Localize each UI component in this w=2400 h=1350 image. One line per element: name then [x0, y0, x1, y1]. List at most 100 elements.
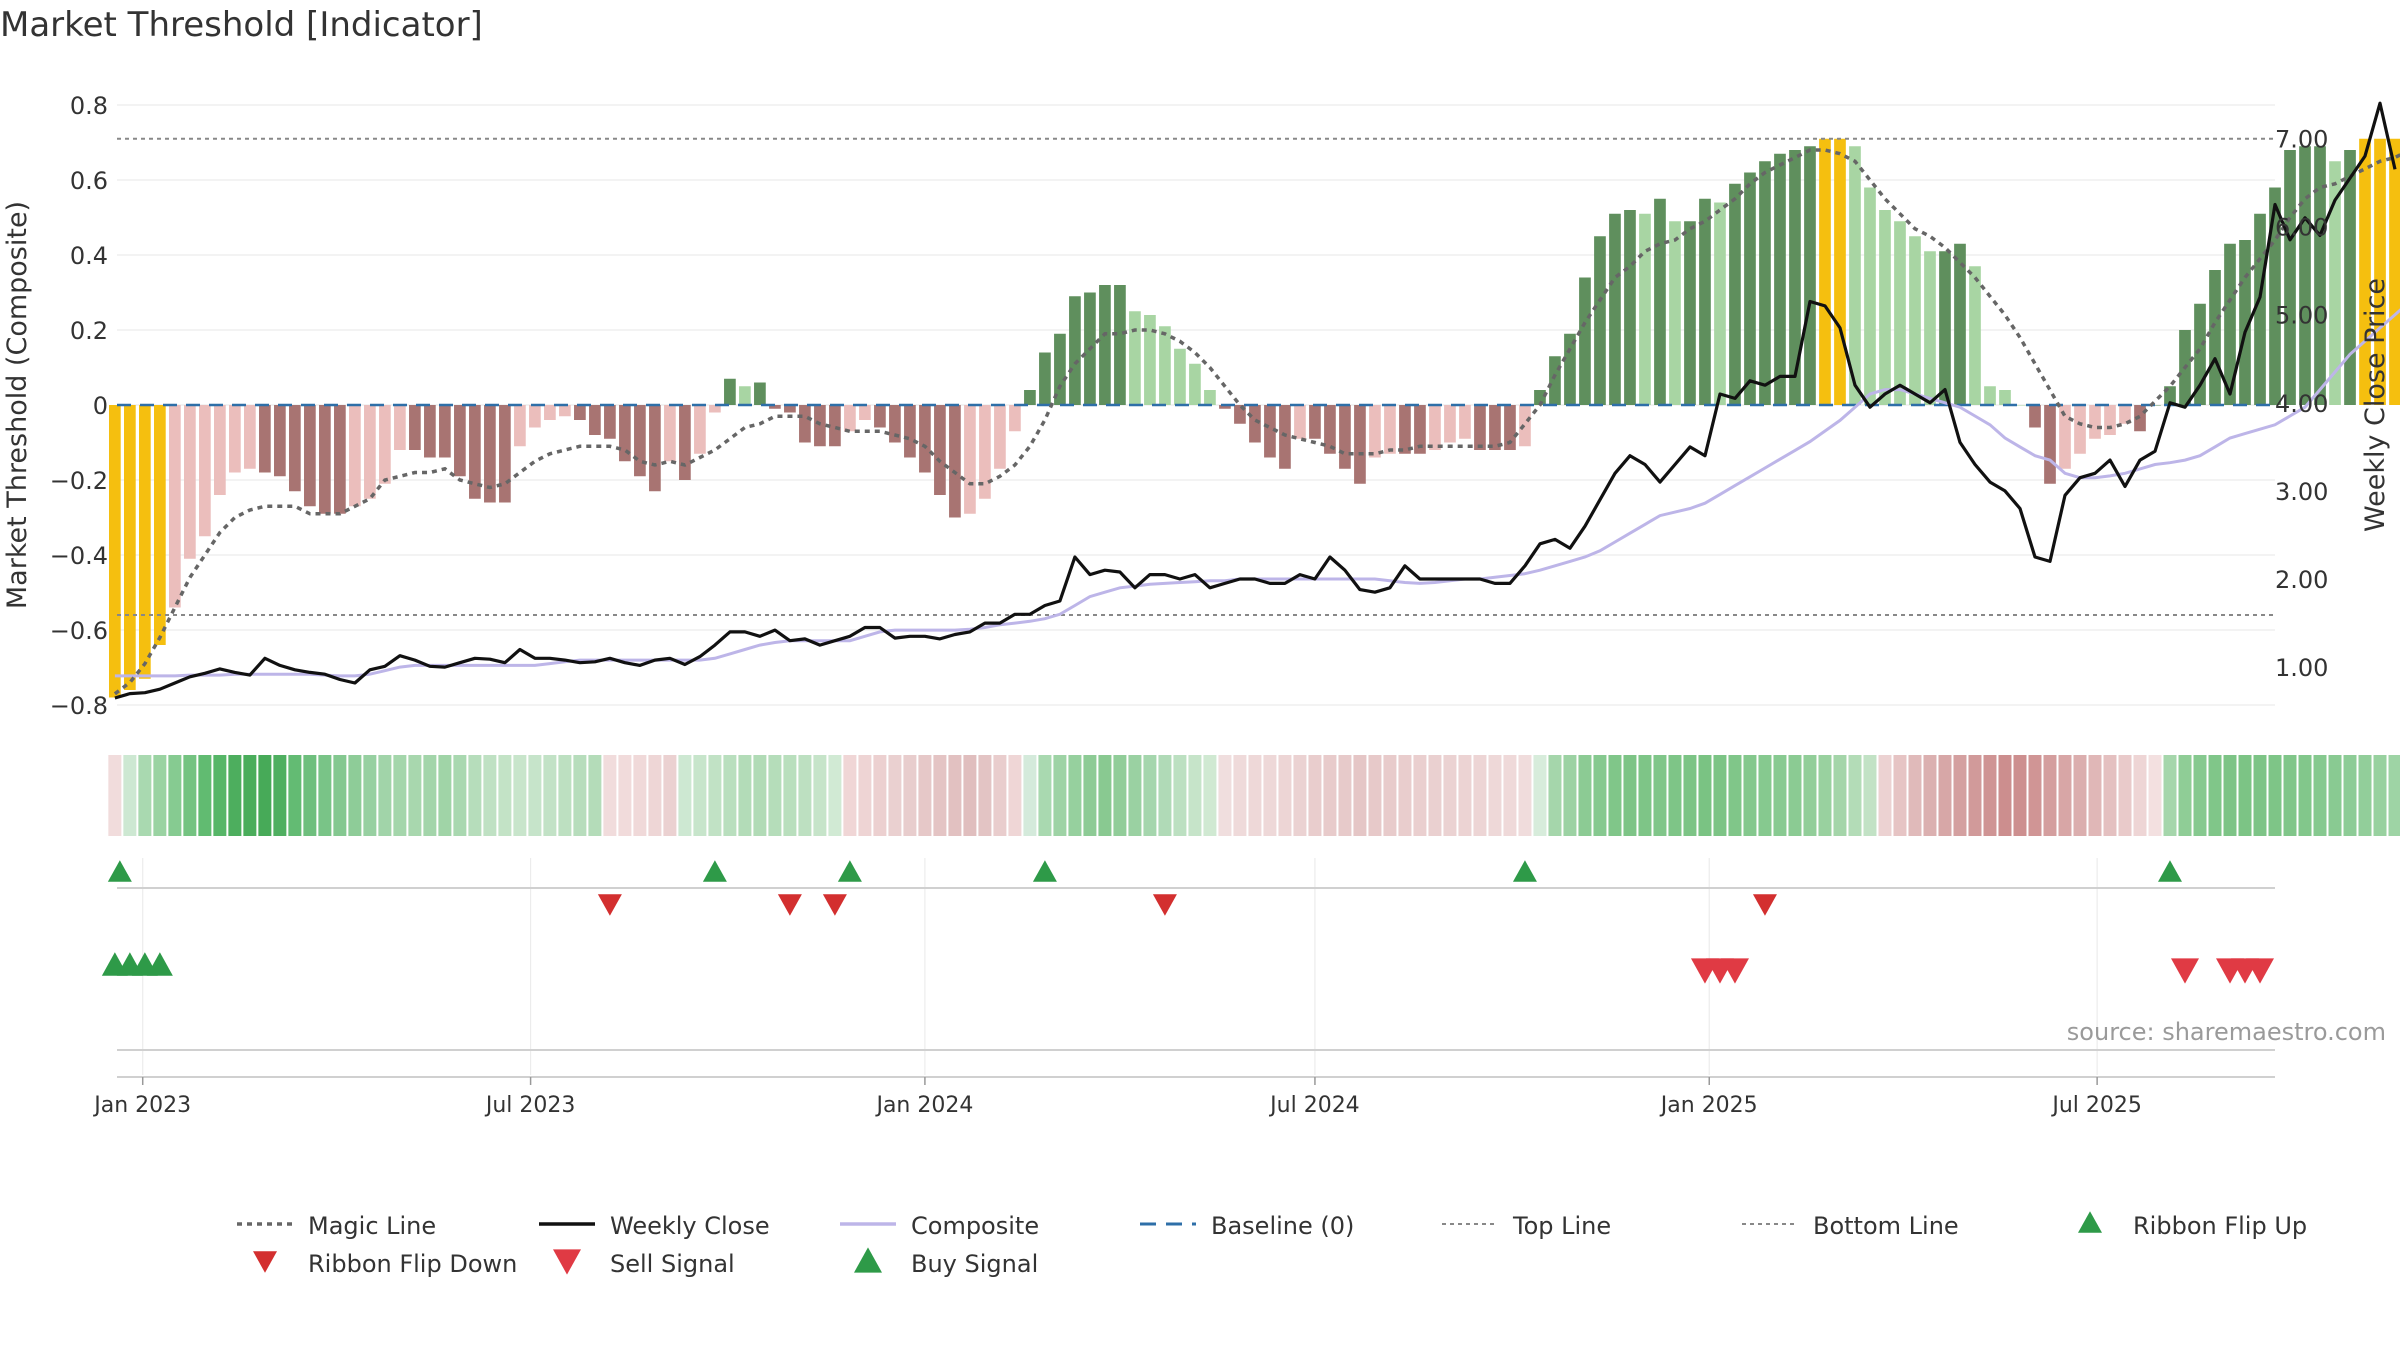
y-tick-label: 0.4	[70, 242, 108, 270]
ribbon-cell	[303, 755, 317, 836]
ribbon-cell	[198, 755, 212, 836]
x-tick-label: Jan 2023	[92, 1093, 191, 1118]
ribbon-cell	[2028, 755, 2042, 836]
composite-bar	[529, 405, 541, 428]
ribbon-cell	[858, 755, 872, 836]
ribbon-cell	[768, 755, 782, 836]
ribbon-cell	[108, 755, 122, 836]
ribbon-cell	[1113, 755, 1127, 836]
composite-bar	[2269, 187, 2281, 405]
ribbon-flip-down-marker	[1152, 894, 1177, 916]
legend-swatch-buy-signal	[854, 1247, 882, 1273]
composite-bar	[454, 405, 466, 477]
ribbon-cell	[1068, 755, 1082, 836]
ribbon-cell	[993, 755, 1007, 836]
composite-bar	[1444, 405, 1456, 443]
ribbon-cell	[2208, 755, 2222, 836]
composite-line	[114, 308, 2400, 678]
composite-bar	[1069, 296, 1081, 405]
composite-bar	[979, 405, 991, 499]
composite-bar	[1414, 405, 1426, 454]
composite-bar	[604, 405, 616, 439]
composite-bar	[559, 405, 571, 417]
ribbon-cell	[618, 755, 632, 836]
ribbon-cell	[2283, 755, 2297, 836]
ribbon-cell	[1863, 755, 1877, 836]
composite-bar	[829, 405, 841, 447]
composite-bar	[1429, 405, 1441, 450]
composite-bar	[949, 405, 961, 518]
composite-bar	[1354, 405, 1366, 484]
composite-bar	[1264, 405, 1276, 458]
ribbon-cell	[258, 755, 272, 836]
ribbon-cell	[1608, 755, 1622, 836]
composite-bar	[694, 405, 706, 454]
ribbon-cell	[153, 755, 167, 836]
composite-bar	[1204, 390, 1216, 405]
ribbon-flip-up-marker	[702, 860, 727, 882]
composite-bar	[1234, 405, 1246, 424]
ribbon-cell	[1053, 755, 1067, 836]
ribbon-cell	[1983, 755, 1997, 836]
ribbon-cell	[363, 755, 377, 836]
composite-bar	[1714, 202, 1726, 405]
ribbon-flip-down-marker	[597, 894, 622, 916]
ribbon-cell	[1038, 755, 1052, 836]
composite-bar	[589, 405, 601, 435]
ribbon-flip-up-marker	[2157, 860, 2182, 882]
ribbon-cell	[2238, 755, 2252, 836]
ribbon-cell	[1353, 755, 1367, 836]
composite-bar	[2314, 146, 2326, 405]
ribbon-flip-up-marker	[837, 860, 862, 882]
ribbon-flip-down-marker	[777, 894, 802, 916]
ribbon-cell	[1938, 755, 1952, 836]
ribbon-cell	[2223, 755, 2237, 836]
legend-swatch-sell-signal	[553, 1249, 581, 1275]
legend-item-bottom: Bottom Line	[1742, 1212, 1959, 1240]
composite-bar	[469, 405, 481, 499]
composite-bar	[244, 405, 256, 469]
ribbon-cell	[1503, 755, 1517, 836]
composite-bar	[1159, 326, 1171, 405]
x-tick-label: Jul 2025	[2050, 1093, 2142, 1118]
ribbon-flip-up-marker	[1512, 860, 1537, 882]
composite-bar	[289, 405, 301, 492]
composite-bar	[379, 405, 391, 484]
ribbon-cell	[558, 755, 572, 836]
composite-bar	[1054, 333, 1066, 405]
ribbon-cell	[1293, 755, 1307, 836]
ribbon-cell	[783, 755, 797, 836]
composite-bar	[109, 405, 121, 698]
composite-bar	[364, 405, 376, 499]
ribbon-cell	[1218, 755, 1232, 836]
ribbon-cell	[1878, 755, 1892, 836]
composite-bar	[1909, 236, 1921, 405]
ribbon-cell	[1158, 755, 1172, 836]
composite-bar	[2284, 150, 2296, 405]
ribbon-cell	[228, 755, 242, 836]
legend-label: Top Line	[1512, 1212, 1611, 1240]
legend-swatch-ribbon-flip-down	[253, 1251, 277, 1273]
composite-bar	[184, 405, 196, 559]
legend-label: Bottom Line	[1813, 1212, 1959, 1240]
ribbon-cell	[1848, 755, 1862, 836]
ribbon-cell	[1638, 755, 1652, 836]
composite-bar	[1774, 153, 1786, 405]
ribbon-cell	[918, 755, 932, 836]
ribbon-cell	[1458, 755, 1472, 836]
ribbon-cell	[2328, 755, 2342, 836]
x-tick-label: Jul 2024	[1268, 1093, 1360, 1118]
y2-tick-label: 4.00	[2275, 390, 2328, 418]
composite-bar	[199, 405, 211, 537]
y-tick-label: −0.2	[50, 467, 108, 495]
composite-bar	[2089, 405, 2101, 439]
ribbon-cell	[288, 755, 302, 836]
composite-bar	[2344, 150, 2356, 405]
ribbon-cell	[1653, 755, 1667, 836]
ribbon-cell	[348, 755, 362, 836]
y2-tick-label: 3.00	[2275, 478, 2328, 506]
ribbon-cell	[1998, 755, 2012, 836]
ribbon-cell	[1368, 755, 1382, 836]
ribbon-cell	[1548, 755, 1562, 836]
